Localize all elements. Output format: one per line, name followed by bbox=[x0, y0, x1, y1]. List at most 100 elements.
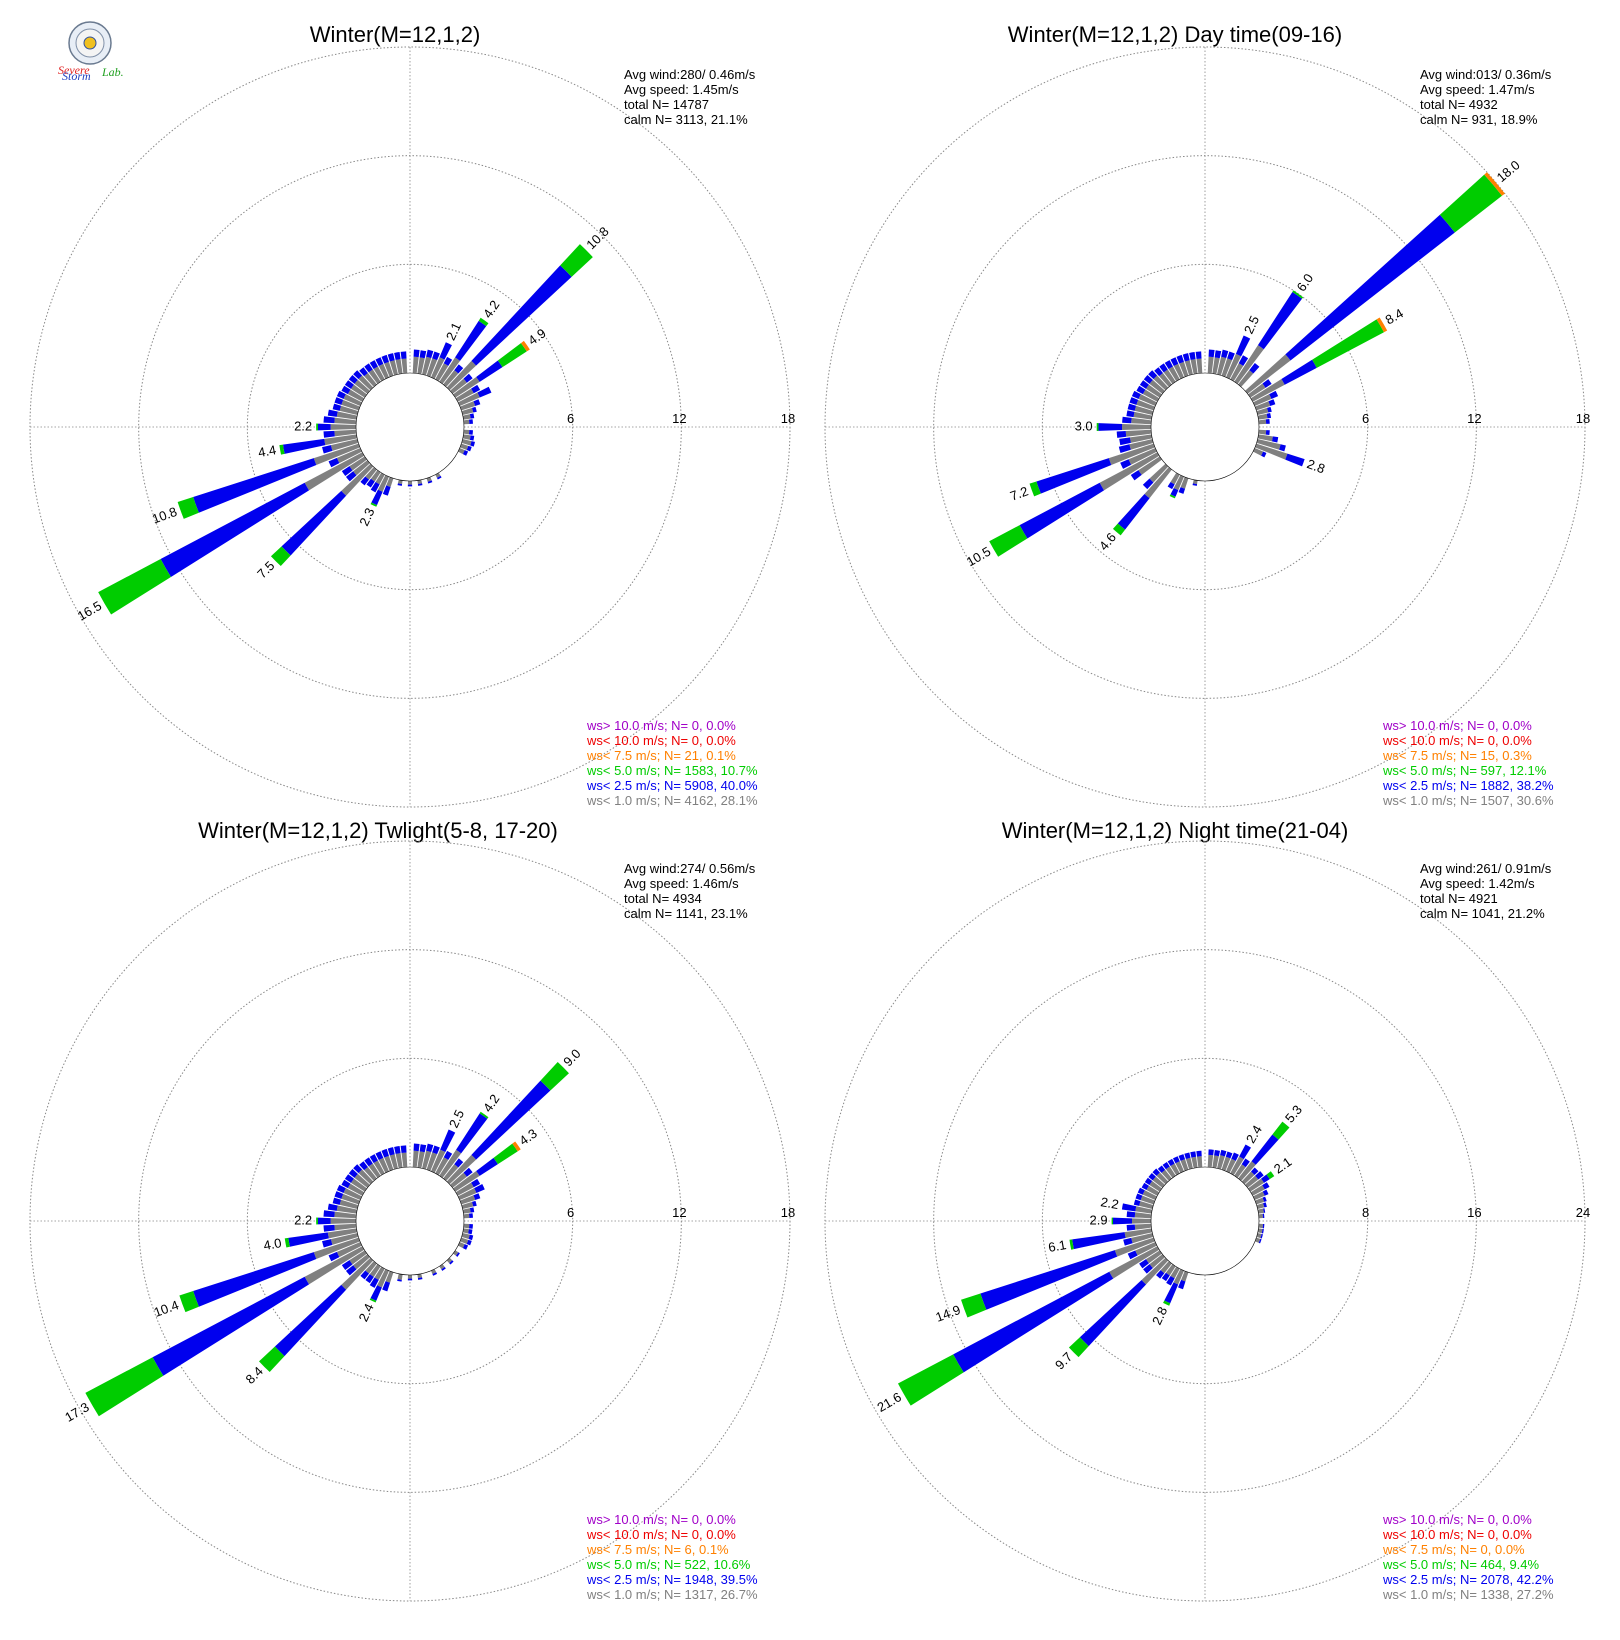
panel-title: Winter(M=12,1,2) Day time(09-16) bbox=[1008, 22, 1342, 47]
rose-bar-lt2_5 bbox=[468, 1229, 473, 1235]
rose-bar-lt1 bbox=[343, 1188, 362, 1200]
rose-bar-lt1 bbox=[354, 1173, 370, 1188]
rose-bar-lt2_5 bbox=[462, 450, 469, 456]
rose-bar-lt1 bbox=[1173, 475, 1184, 491]
rose-bar-lt1 bbox=[336, 411, 358, 420]
legend-entry-lt5: ws< 5.0 m/s; N= 597, 12.1% bbox=[1382, 763, 1547, 778]
rose-bar-lt1 bbox=[1108, 443, 1155, 466]
rose-bar-lt2_5 bbox=[1262, 1189, 1269, 1196]
rose-bar-lt2_5 bbox=[471, 406, 477, 413]
bar-label: 7.2 bbox=[1008, 483, 1030, 503]
legend-entry-lt7_5: ws< 7.5 m/s; N= 0, 0.0% bbox=[1382, 1542, 1525, 1557]
rose-bar-lt1 bbox=[1234, 1164, 1246, 1178]
rose-bar-lt2_5 bbox=[1262, 1196, 1267, 1202]
bar-label: 3.0 bbox=[1075, 418, 1093, 433]
rose-bar-lt5 bbox=[479, 1111, 489, 1119]
rose-bar-lt1 bbox=[417, 1151, 425, 1169]
rose-bar-lt2_5 bbox=[1238, 355, 1249, 366]
rose-bar-lt1 bbox=[1165, 1264, 1176, 1276]
rose-bar-lt1 bbox=[389, 360, 398, 376]
rose-bar-lt1 bbox=[365, 467, 377, 480]
rose-bar-lt1 bbox=[1138, 394, 1157, 406]
rose-bar-lt1 bbox=[386, 477, 394, 488]
rose-bar-lt2_5 bbox=[1136, 385, 1146, 395]
rose-bar-lt2_5 bbox=[353, 370, 363, 380]
stat-avg-wind: Avg wind:274/ 0.56m/s bbox=[624, 861, 756, 876]
legend-entry-lt1: ws< 1.0 m/s; N= 4162, 28.1% bbox=[586, 793, 758, 808]
rose-bar-lt1 bbox=[1190, 359, 1198, 375]
rose-bar-lt1 bbox=[1135, 1206, 1153, 1214]
ring-label: 18 bbox=[1576, 411, 1590, 426]
rose-bar-lt1 bbox=[431, 1149, 446, 1173]
rose-bar-lt5 bbox=[1029, 481, 1041, 497]
rose-bar-lt2_5 bbox=[1268, 399, 1276, 406]
rose-bar-lt2_5 bbox=[336, 390, 346, 399]
rose-bar-lt1 bbox=[453, 376, 480, 398]
rose-bar-lt1 bbox=[384, 361, 394, 377]
ring-label: 18 bbox=[781, 411, 795, 426]
rose-bar-lt1 bbox=[1170, 472, 1180, 485]
rose-bar-lt5 bbox=[85, 1357, 164, 1417]
rose-bar-lt2_5 bbox=[1279, 444, 1286, 452]
rose-bar-lt1 bbox=[1131, 1218, 1152, 1224]
stat-avg-wind: Avg wind:261/ 0.91m/s bbox=[1420, 861, 1552, 876]
rose-bar-lt1 bbox=[407, 1274, 413, 1279]
legend-entry-lt5: ws< 5.0 m/s; N= 1583, 10.7% bbox=[586, 763, 758, 778]
rose-bar-lt1 bbox=[461, 1233, 470, 1240]
rose-bar-lt2_5 bbox=[397, 483, 403, 486]
rose-bar-lt1 bbox=[1142, 1190, 1157, 1200]
rose-bar-lt2_5 bbox=[1139, 380, 1149, 389]
rose-bar-lt1 bbox=[1245, 1175, 1259, 1188]
bar-label: 2.9 bbox=[1090, 1212, 1108, 1227]
rose-bar-lt1 bbox=[347, 1183, 365, 1196]
rose-bar-lt2_5 bbox=[1176, 354, 1184, 364]
rose-bar-lt2_5 bbox=[441, 1266, 446, 1271]
rose-bar-lt1 bbox=[385, 1271, 394, 1283]
rose-bar-lt2_5 bbox=[463, 1167, 473, 1177]
rose-bar-lt1 bbox=[439, 1149, 462, 1178]
rose-bar-lt1 bbox=[377, 1269, 389, 1288]
rose-bar-lt2_5 bbox=[1126, 1211, 1136, 1218]
bar-label: 4.0 bbox=[262, 1235, 282, 1253]
rose-bar-lt2_5 bbox=[360, 1270, 370, 1280]
legend-entry-lt5: ws< 5.0 m/s; N= 522, 10.6% bbox=[586, 1557, 751, 1572]
rose-bar-lt2_5 bbox=[463, 373, 473, 383]
rose-bar-lt1 bbox=[1181, 1271, 1189, 1282]
bar-label: 2.1 bbox=[443, 320, 464, 343]
rose-bar-lt2_5 bbox=[370, 1285, 382, 1301]
rose-bar-lt2_5 bbox=[366, 478, 375, 488]
panel-title: Winter(M=12,1,2) Twlight(5-8, 17-20) bbox=[198, 818, 558, 843]
rose-bar-lt1 bbox=[353, 1254, 370, 1270]
rose-bar-lt1 bbox=[1248, 383, 1266, 398]
rose-bar-lt2_5 bbox=[323, 430, 335, 438]
rose-bar-lt2_5 bbox=[439, 342, 452, 360]
rose-bar-lt1 bbox=[1124, 1228, 1153, 1239]
rose-bar-lt1 bbox=[375, 472, 385, 485]
rose-bar-lt2_5 bbox=[477, 386, 492, 398]
rose-bar-lt2_5 bbox=[322, 445, 333, 454]
rose-bar-lt2_5 bbox=[1123, 1237, 1133, 1246]
rose-bar-lt2_5 bbox=[1266, 406, 1272, 413]
rose-bar-lt2_5 bbox=[1121, 1203, 1137, 1212]
rose-bar-lt2_5 bbox=[471, 1200, 477, 1207]
rose-bar-lt2_5 bbox=[436, 475, 442, 480]
rose-bar-lt2_5 bbox=[468, 1213, 473, 1218]
rose-bar-lt2_5 bbox=[1116, 431, 1127, 438]
rose-bar-lt5 bbox=[177, 497, 199, 519]
rose-bar-lt1 bbox=[450, 378, 467, 394]
bar-label: 4.9 bbox=[525, 325, 548, 348]
rose-bar-lt1 bbox=[349, 456, 367, 471]
bar-label: 2.2 bbox=[294, 418, 312, 433]
rose-bar-lt2_5 bbox=[1143, 375, 1153, 384]
rose-bar-lt1 bbox=[1255, 1237, 1261, 1243]
rose-bar-lt1 bbox=[1173, 363, 1184, 379]
bar-label: 2.4 bbox=[356, 1301, 377, 1324]
rose-bar-lt1 bbox=[1160, 1261, 1172, 1274]
rose-bar-lt1 bbox=[1161, 1169, 1172, 1181]
rose-bar-lt2_5 bbox=[1170, 357, 1179, 367]
rose-bar-lt2_5 bbox=[1182, 353, 1190, 362]
ring-label: 24 bbox=[1576, 1205, 1590, 1220]
legend-entry-lt5: ws< 5.0 m/s; N= 464, 9.4% bbox=[1382, 1557, 1540, 1572]
rose-bar-lt2_5 bbox=[426, 1143, 434, 1153]
rose-bar-lt5 bbox=[316, 1217, 319, 1225]
